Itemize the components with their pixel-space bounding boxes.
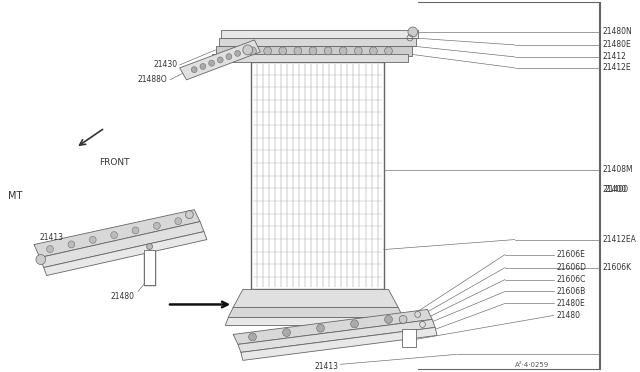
Circle shape	[385, 47, 392, 55]
Circle shape	[36, 254, 45, 264]
Circle shape	[191, 67, 197, 73]
Text: 21606E: 21606E	[557, 250, 586, 259]
Circle shape	[243, 45, 253, 55]
Polygon shape	[221, 30, 418, 38]
Circle shape	[154, 222, 160, 229]
Circle shape	[369, 47, 378, 55]
Circle shape	[235, 50, 241, 57]
Circle shape	[264, 47, 271, 55]
Circle shape	[90, 236, 96, 243]
Polygon shape	[34, 210, 200, 257]
Circle shape	[408, 27, 418, 37]
Text: 21606D: 21606D	[557, 263, 586, 272]
Polygon shape	[212, 54, 408, 62]
Text: 21412EA: 21412EA	[602, 235, 636, 244]
Text: MT: MT	[8, 191, 22, 201]
Polygon shape	[40, 222, 204, 267]
Polygon shape	[238, 320, 435, 352]
Circle shape	[283, 328, 291, 337]
Circle shape	[317, 324, 324, 332]
Text: 21488Ο: 21488Ο	[138, 76, 167, 84]
Circle shape	[399, 315, 407, 323]
Circle shape	[186, 211, 193, 219]
Polygon shape	[402, 330, 416, 347]
Circle shape	[132, 227, 139, 234]
Text: 21480: 21480	[110, 292, 134, 301]
Circle shape	[226, 54, 232, 60]
Circle shape	[249, 333, 257, 341]
Polygon shape	[241, 327, 437, 360]
Text: 21412E: 21412E	[602, 63, 631, 73]
Circle shape	[324, 47, 332, 55]
Circle shape	[355, 47, 362, 55]
Text: 21480: 21480	[557, 311, 580, 320]
Text: 21413: 21413	[314, 362, 338, 371]
Polygon shape	[233, 289, 398, 308]
Circle shape	[339, 47, 347, 55]
Text: 21400: 21400	[604, 185, 628, 194]
Text: 21412: 21412	[602, 52, 626, 61]
Circle shape	[309, 47, 317, 55]
Text: 21606K: 21606K	[602, 263, 631, 272]
Text: 21480N: 21480N	[602, 28, 632, 36]
Circle shape	[351, 320, 358, 328]
Circle shape	[209, 60, 214, 66]
Circle shape	[68, 241, 75, 248]
Polygon shape	[233, 310, 432, 344]
Circle shape	[279, 47, 287, 55]
Circle shape	[243, 47, 249, 53]
Text: FRONT: FRONT	[99, 158, 129, 167]
Polygon shape	[218, 38, 416, 46]
Circle shape	[200, 63, 206, 70]
Text: 21413: 21413	[39, 233, 63, 242]
Polygon shape	[180, 40, 260, 80]
Circle shape	[385, 315, 392, 323]
Circle shape	[47, 246, 53, 253]
Text: 21480E: 21480E	[602, 41, 631, 49]
Text: 21606B: 21606B	[557, 287, 586, 296]
Polygon shape	[216, 46, 412, 56]
Circle shape	[175, 218, 182, 225]
Polygon shape	[225, 317, 406, 326]
Polygon shape	[228, 308, 403, 317]
Circle shape	[218, 57, 223, 63]
Circle shape	[111, 232, 118, 238]
Polygon shape	[44, 232, 207, 276]
Polygon shape	[144, 250, 156, 285]
Text: 21408M: 21408M	[602, 165, 633, 174]
Circle shape	[147, 244, 152, 250]
Text: A²·4·0259: A²·4·0259	[515, 362, 549, 368]
Text: 21400: 21400	[602, 185, 627, 194]
Circle shape	[294, 47, 301, 55]
Text: 21606C: 21606C	[557, 275, 586, 284]
Circle shape	[249, 47, 257, 55]
Text: 21430: 21430	[154, 60, 178, 70]
Text: 21480E: 21480E	[557, 299, 586, 308]
